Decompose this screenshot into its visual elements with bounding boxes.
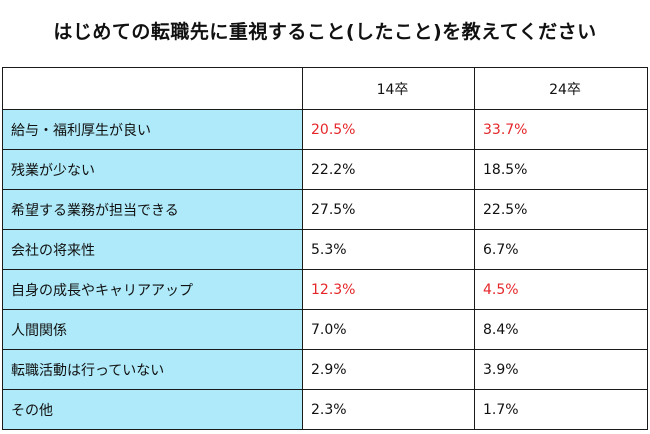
value-cell-24: 3.9% <box>474 349 648 390</box>
table-row: 転職活動は行っていない 2.9% 3.9% <box>2 349 648 390</box>
table-row: 残業が少ない 22.2% 18.5% <box>2 149 648 190</box>
table-row: 給与・福利厚生が良い 20.5% 33.7% <box>2 109 648 150</box>
header-corner-cell <box>2 67 303 110</box>
value-cell-24: 1.7% <box>474 389 648 430</box>
table-row: 会社の将来性 5.3% 6.7% <box>2 229 648 270</box>
value-cell-14: 7.0% <box>302 309 475 350</box>
row-label: 人間関係 <box>2 309 303 350</box>
value-cell-24: 4.5% <box>474 269 648 310</box>
value-cell-14: 20.5% <box>302 109 475 150</box>
value-cell-24: 18.5% <box>474 149 648 190</box>
header-row: 14卒 24卒 <box>2 67 648 110</box>
value-cell-14: 27.5% <box>302 189 475 230</box>
table-row: 希望する業務が担当できる 27.5% 22.5% <box>2 189 648 230</box>
table-row: その他 2.3% 1.7% <box>2 389 648 430</box>
value-cell-14: 12.3% <box>302 269 475 310</box>
value-cell-14: 2.3% <box>302 389 475 430</box>
value-cell-24: 33.7% <box>474 109 648 150</box>
row-label: 自身の成長やキャリアアップ <box>2 269 303 310</box>
value-cell-24: 8.4% <box>474 309 648 350</box>
table-row: 自身の成長やキャリアアップ 12.3% 4.5% <box>2 269 648 310</box>
value-cell-24: 22.5% <box>474 189 648 230</box>
row-label: 希望する業務が担当できる <box>2 189 303 230</box>
table-body: 給与・福利厚生が良い 20.5% 33.7% 残業が少ない 22.2% 18.5% 希望する… <box>2 109 648 430</box>
value-cell-24: 6.7% <box>474 229 648 270</box>
data-table: 14卒 24卒 給与・福利厚生が良い 20.5% 33.7% 残業が少ない 22.2% 1… <box>2 67 648 430</box>
row-label: 会社の将来性 <box>2 229 303 270</box>
row-label: その他 <box>2 389 303 430</box>
value-cell-14: 22.2% <box>302 149 475 190</box>
row-label: 残業が少ない <box>2 149 303 190</box>
value-cell-14: 2.9% <box>302 349 475 390</box>
column-header-14: 14卒 <box>302 67 475 110</box>
column-header-24: 24卒 <box>474 67 648 110</box>
chart-title: はじめての転職先に重視すること(したこと)を教えてください <box>53 21 597 43</box>
value-cell-14: 5.3% <box>302 229 475 270</box>
row-label: 給与・福利厚生が良い <box>2 109 303 150</box>
row-label: 転職活動は行っていない <box>2 349 303 390</box>
table-row: 人間関係 7.0% 8.4% <box>2 309 648 350</box>
